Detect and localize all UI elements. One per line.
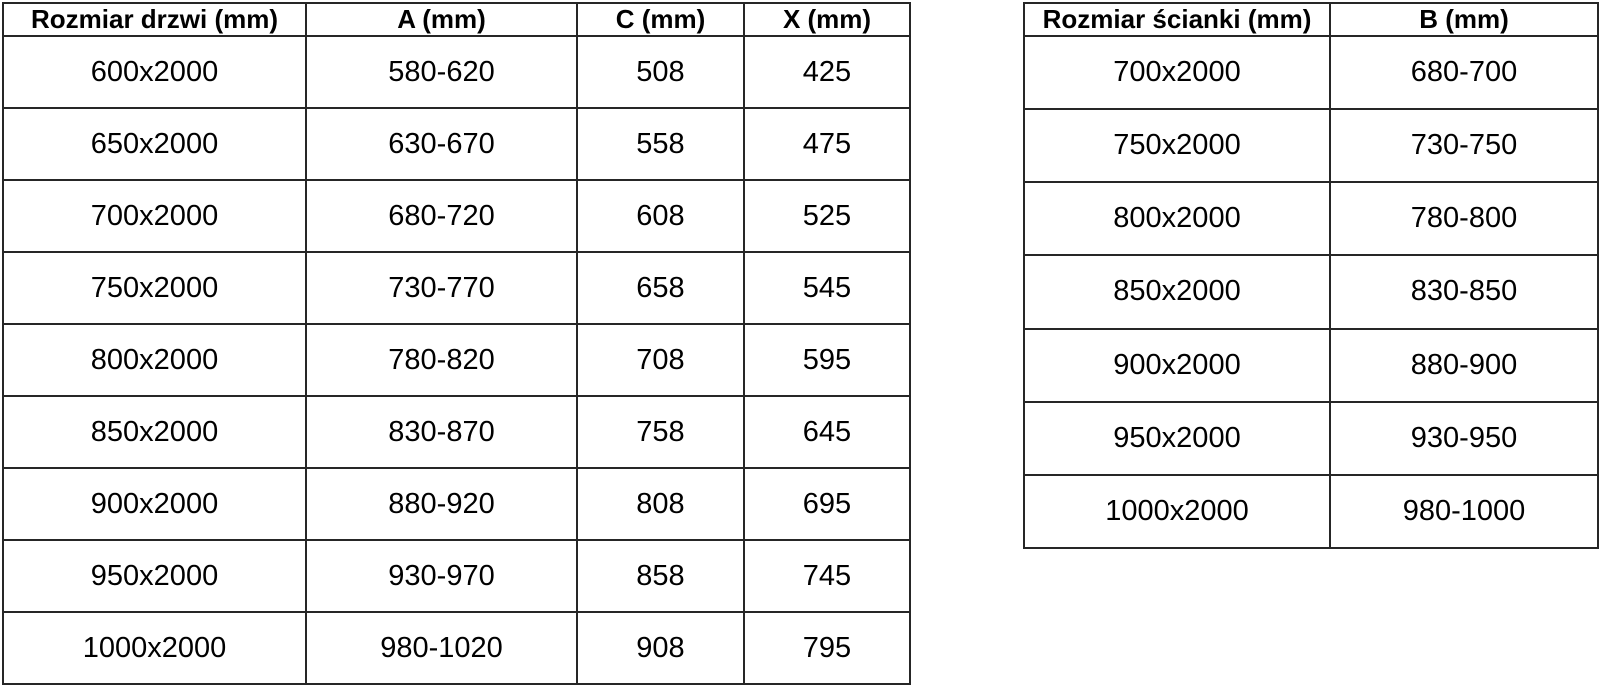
- cell-wall-size: 900x2000: [1023, 327, 1331, 403]
- cell-door-size: 700x2000: [2, 179, 307, 253]
- cell-x: 545: [743, 251, 911, 325]
- wall-table-header-row: Rozmiar ścianki (mm) B (mm): [1023, 2, 1599, 37]
- cell-x: 595: [743, 323, 911, 397]
- cell-c: 908: [576, 611, 745, 685]
- cell-a: 780-820: [305, 323, 578, 397]
- cell-b: 880-900: [1329, 327, 1599, 403]
- table-row: 950x2000 930-950: [1023, 400, 1599, 476]
- cell-wall-size: 1000x2000: [1023, 473, 1331, 550]
- cell-b: 730-750: [1329, 108, 1599, 184]
- cell-c: 508: [576, 35, 745, 109]
- cell-b: 980-1000: [1329, 473, 1599, 550]
- cell-a: 930-970: [305, 539, 578, 613]
- table-row: 700x2000 680-700: [1023, 34, 1599, 111]
- header-x: X (mm): [743, 2, 911, 37]
- cell-a: 580-620: [305, 35, 578, 109]
- table-row: 750x2000 730-770 658 545: [2, 251, 911, 325]
- table-row: 650x2000 630-670 558 475: [2, 107, 911, 181]
- wall-dimensions-table: Rozmiar ścianki (mm) B (mm) 700x2000 680…: [1023, 2, 1599, 550]
- cell-x: 795: [743, 611, 911, 685]
- cell-wall-size: 850x2000: [1023, 254, 1331, 330]
- table-row: 900x2000 880-920 808 695: [2, 467, 911, 541]
- cell-door-size: 600x2000: [2, 35, 307, 109]
- cell-c: 758: [576, 395, 745, 469]
- cell-door-size: 900x2000: [2, 467, 307, 541]
- cell-c: 808: [576, 467, 745, 541]
- header-a: A (mm): [305, 2, 578, 37]
- cell-x: 425: [743, 35, 911, 109]
- cell-a: 730-770: [305, 251, 578, 325]
- cell-door-size: 850x2000: [2, 395, 307, 469]
- door-dimensions-table: Rozmiar drzwi (mm) A (mm) C (mm) X (mm) …: [2, 2, 911, 685]
- door-table-header-row: Rozmiar drzwi (mm) A (mm) C (mm) X (mm): [2, 2, 911, 37]
- table-row: 800x2000 780-800: [1023, 181, 1599, 257]
- table-row: 900x2000 880-900: [1023, 327, 1599, 403]
- cell-b: 780-800: [1329, 181, 1599, 257]
- cell-wall-size: 950x2000: [1023, 400, 1331, 476]
- header-wall-size: Rozmiar ścianki (mm): [1023, 2, 1331, 37]
- cell-a: 880-920: [305, 467, 578, 541]
- cell-c: 558: [576, 107, 745, 181]
- cell-c: 858: [576, 539, 745, 613]
- table-row: 850x2000 830-850: [1023, 254, 1599, 330]
- cell-a: 980-1020: [305, 611, 578, 685]
- cell-x: 525: [743, 179, 911, 253]
- cell-door-size: 1000x2000: [2, 611, 307, 685]
- table-row: 850x2000 830-870 758 645: [2, 395, 911, 469]
- cell-b: 830-850: [1329, 254, 1599, 330]
- header-c: C (mm): [576, 2, 745, 37]
- cell-door-size: 950x2000: [2, 539, 307, 613]
- cell-a: 830-870: [305, 395, 578, 469]
- cell-x: 745: [743, 539, 911, 613]
- table-row: 800x2000 780-820 708 595: [2, 323, 911, 397]
- table-row: 1000x2000 980-1020 908 795: [2, 611, 911, 685]
- header-door-size: Rozmiar drzwi (mm): [2, 2, 307, 37]
- cell-wall-size: 800x2000: [1023, 181, 1331, 257]
- table-row: 950x2000 930-970 858 745: [2, 539, 911, 613]
- cell-door-size: 650x2000: [2, 107, 307, 181]
- table-row: 600x2000 580-620 508 425: [2, 35, 911, 109]
- cell-wall-size: 700x2000: [1023, 34, 1331, 111]
- cell-x: 645: [743, 395, 911, 469]
- cell-x: 695: [743, 467, 911, 541]
- cell-c: 708: [576, 323, 745, 397]
- cell-door-size: 800x2000: [2, 323, 307, 397]
- header-b: B (mm): [1329, 2, 1599, 37]
- cell-c: 608: [576, 179, 745, 253]
- table-row: 750x2000 730-750: [1023, 108, 1599, 184]
- cell-wall-size: 750x2000: [1023, 108, 1331, 184]
- cell-a: 680-720: [305, 179, 578, 253]
- cell-door-size: 750x2000: [2, 251, 307, 325]
- cell-c: 658: [576, 251, 745, 325]
- table-row: 1000x2000 980-1000: [1023, 473, 1599, 550]
- cell-a: 630-670: [305, 107, 578, 181]
- cell-b: 930-950: [1329, 400, 1599, 476]
- table-row: 700x2000 680-720 608 525: [2, 179, 911, 253]
- cell-b: 680-700: [1329, 34, 1599, 111]
- cell-x: 475: [743, 107, 911, 181]
